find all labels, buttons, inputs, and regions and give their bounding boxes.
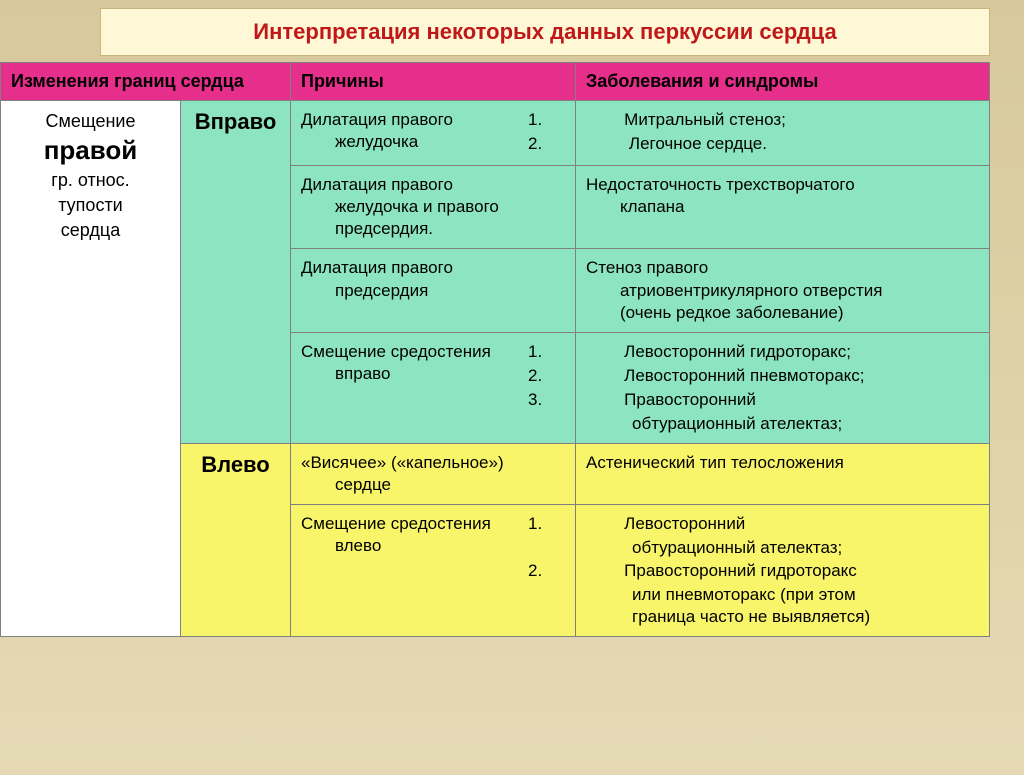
cause-text-line: Смещение средостения xyxy=(301,342,491,361)
disease-item: 2. Левосторонний пневмоторакс; xyxy=(580,365,979,387)
cause-text-line: сердце xyxy=(301,474,565,496)
change-line4: тупости xyxy=(11,193,170,218)
change-line5: сердца xyxy=(11,218,170,243)
disease-item: 2. Правосторонний гидроторакс xyxy=(580,560,979,582)
cause-text-line: влево xyxy=(301,535,565,557)
change-line2: правой xyxy=(11,134,170,168)
cause-text-line: Дилатация правого xyxy=(301,110,453,129)
disease-text-line: атриовентрикулярного отверстия xyxy=(586,280,979,302)
percussion-table: Изменения границ сердца Причины Заболева… xyxy=(0,62,990,637)
cause-text-line: Дилатация правого xyxy=(301,258,453,277)
change-label-cell: Смещение правой гр. относ. тупости сердц… xyxy=(1,101,181,637)
disease-item-cont: обтурационный ателектаз; xyxy=(580,413,979,435)
cause-text-line: Смещение средостения xyxy=(301,514,491,533)
disease-item: 2. Легочное сердце. xyxy=(580,133,979,155)
disease-cell: Астенический тип телосложения xyxy=(576,444,990,505)
cause-text-line: предсердия xyxy=(301,280,565,302)
cause-text-line: предсердия. xyxy=(301,218,565,240)
table-header-row: Изменения границ сердца Причины Заболева… xyxy=(1,63,990,101)
header-changes: Изменения границ сердца xyxy=(1,63,291,101)
cause-text-line: желудочка и правого xyxy=(301,196,565,218)
direction-left-cell: Влево xyxy=(181,444,291,637)
disease-item-cont: или пневмоторакс (при этом xyxy=(580,584,979,606)
disease-item: 3. Правосторонний xyxy=(580,389,979,411)
disease-item: 1. Левосторонний гидроторакс; xyxy=(580,341,979,363)
cause-cell: «Висячее» («капельное») сердце xyxy=(291,444,576,505)
header-diseases: Заболевания и синдромы xyxy=(576,63,990,101)
cause-cell: Дилатация правого желудочка и правого пр… xyxy=(291,166,576,249)
disease-item: 1. Левосторонний xyxy=(580,513,979,535)
table-row: Смещение правой гр. относ. тупости сердц… xyxy=(1,101,990,166)
cause-cell: Дилатация правого предсердия xyxy=(291,249,576,332)
cause-text-line: желудочка xyxy=(301,131,565,153)
slide-title-bar: Интерпретация некоторых данных перкуссии… xyxy=(100,8,990,56)
disease-text-line: (очень редкое заболевание) xyxy=(586,302,979,324)
disease-item-cont: обтурационный ателектаз; xyxy=(580,537,979,559)
header-causes: Причины xyxy=(291,63,576,101)
disease-item-cont: граница часто не выявляется) xyxy=(580,606,979,628)
disease-item: 1. Митральный стеноз; xyxy=(580,109,979,131)
disease-text-line: клапана xyxy=(586,196,979,218)
disease-cell: Стеноз правого атриовентрикулярного отве… xyxy=(576,249,990,332)
disease-cell: 1. Левосторонний обтурационный ателектаз… xyxy=(576,505,990,636)
disease-cell: 1. Левосторонний гидроторакс; 2. Левосто… xyxy=(576,332,990,443)
disease-text-line: Астенический тип телосложения xyxy=(586,453,844,472)
disease-cell: 1. Митральный стеноз; 2. Легочное сердце… xyxy=(576,101,990,166)
slide-title: Интерпретация некоторых данных перкуссии… xyxy=(253,19,836,44)
cause-text-line: вправо xyxy=(301,363,565,385)
cause-text-line: «Висячее» («капельное») xyxy=(301,453,504,472)
change-line1: Смещение xyxy=(11,109,170,134)
cause-text-line: Дилатация правого xyxy=(301,175,453,194)
disease-text-line: Недостаточность трехстворчатого xyxy=(586,175,855,194)
disease-cell: Недостаточность трехстворчатого клапана xyxy=(576,166,990,249)
change-line3: гр. относ. xyxy=(11,168,170,193)
direction-right-cell: Вправо xyxy=(181,101,291,444)
disease-text-line: Стеноз правого xyxy=(586,258,708,277)
